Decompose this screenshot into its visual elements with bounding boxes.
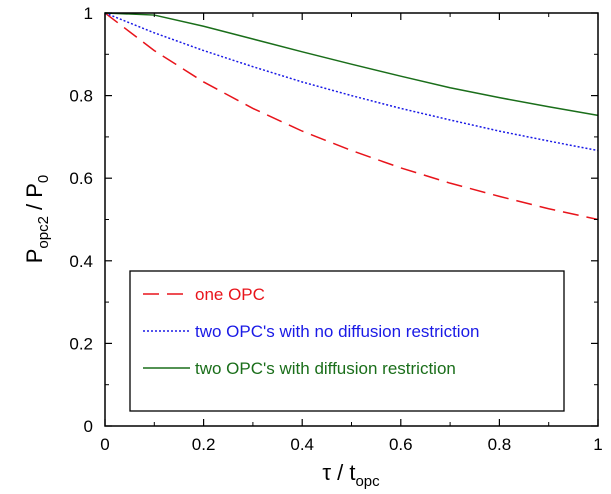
- y-tick-label: 0.4: [69, 252, 93, 271]
- y-axis-label: Popc2 / P0: [22, 175, 52, 264]
- series-line-0: [104, 12, 599, 221]
- x-tick-label: 0.6: [389, 435, 413, 454]
- y-tick-label: 0: [84, 417, 93, 436]
- x-tick-label: 1: [593, 435, 602, 454]
- y-tick-label: 0.2: [69, 334, 93, 353]
- y-tick-label: 0.6: [69, 169, 93, 188]
- legend-label-0: one OPC: [195, 285, 265, 304]
- legend-label-1: two OPC's with no diffusion restriction: [195, 322, 480, 341]
- plot-frame: [104, 12, 599, 427]
- x-tick-label: 0.2: [192, 435, 216, 454]
- legend-label-2: two OPC's with diffusion restriction: [195, 359, 456, 378]
- y-tick-label: 0.8: [69, 87, 93, 106]
- legend-box: [129, 270, 565, 412]
- series-line-2: [104, 12, 599, 117]
- series-line-1: [104, 12, 599, 152]
- x-tick-label: 0: [100, 435, 109, 454]
- series-layer: [104, 12, 599, 221]
- y-tick-label: 1: [84, 4, 93, 23]
- tick-layer: 0 0.2 0.4 0.6 0.8 1 0 0.2 0.4 0.6 0.8 1: [69, 4, 602, 454]
- x-tick-label: 0.4: [290, 435, 314, 454]
- x-tick-label: 0.8: [488, 435, 512, 454]
- legend: one OPC two OPC's with no diffusion restr…: [129, 270, 565, 412]
- x-axis-label: τ / topc: [322, 460, 380, 490]
